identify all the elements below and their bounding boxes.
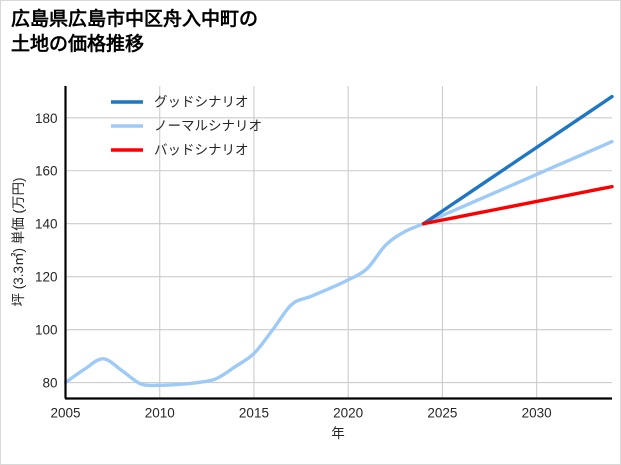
legend-label: バッドシナリオ <box>154 143 249 158</box>
y-tick-label: 160 <box>35 164 58 179</box>
axis-spines <box>64 86 612 400</box>
y-tick-labels: 80 100 120 140 160 180 <box>35 111 58 391</box>
x-tick-label: 2020 <box>333 406 363 421</box>
y-tick-label: 100 <box>35 323 58 338</box>
y-tick-label: 180 <box>35 111 58 126</box>
y-tick-label: 80 <box>42 376 57 391</box>
x-tick-label: 2025 <box>427 406 457 421</box>
y-tick-label: 140 <box>35 217 58 232</box>
series-line-3 <box>421 184 614 226</box>
series-group <box>63 94 614 388</box>
y-tick-label: 120 <box>35 270 58 285</box>
series-line-1 <box>421 94 614 226</box>
x-tick-label: 2005 <box>50 406 80 421</box>
page-title: 広島県広島市中区舟入中町の 土地の価格推移 <box>11 9 259 56</box>
gridlines <box>64 86 612 399</box>
legend-label: ノーマルシナリオ <box>154 119 262 134</box>
x-tick-label: 2015 <box>239 406 269 421</box>
x-tick-label: 2030 <box>522 406 552 421</box>
x-tick-labels: 2005 2010 2015 2020 2025 2030 <box>50 406 551 421</box>
x-tick-label: 2010 <box>145 406 175 421</box>
legend-label: グッドシナリオ <box>154 95 249 110</box>
series-line-2 <box>63 139 614 388</box>
x-axis-title: 年 <box>331 426 345 441</box>
y-axis-title: 坪 (3.3㎡) 単価 (万円) <box>11 177 26 306</box>
